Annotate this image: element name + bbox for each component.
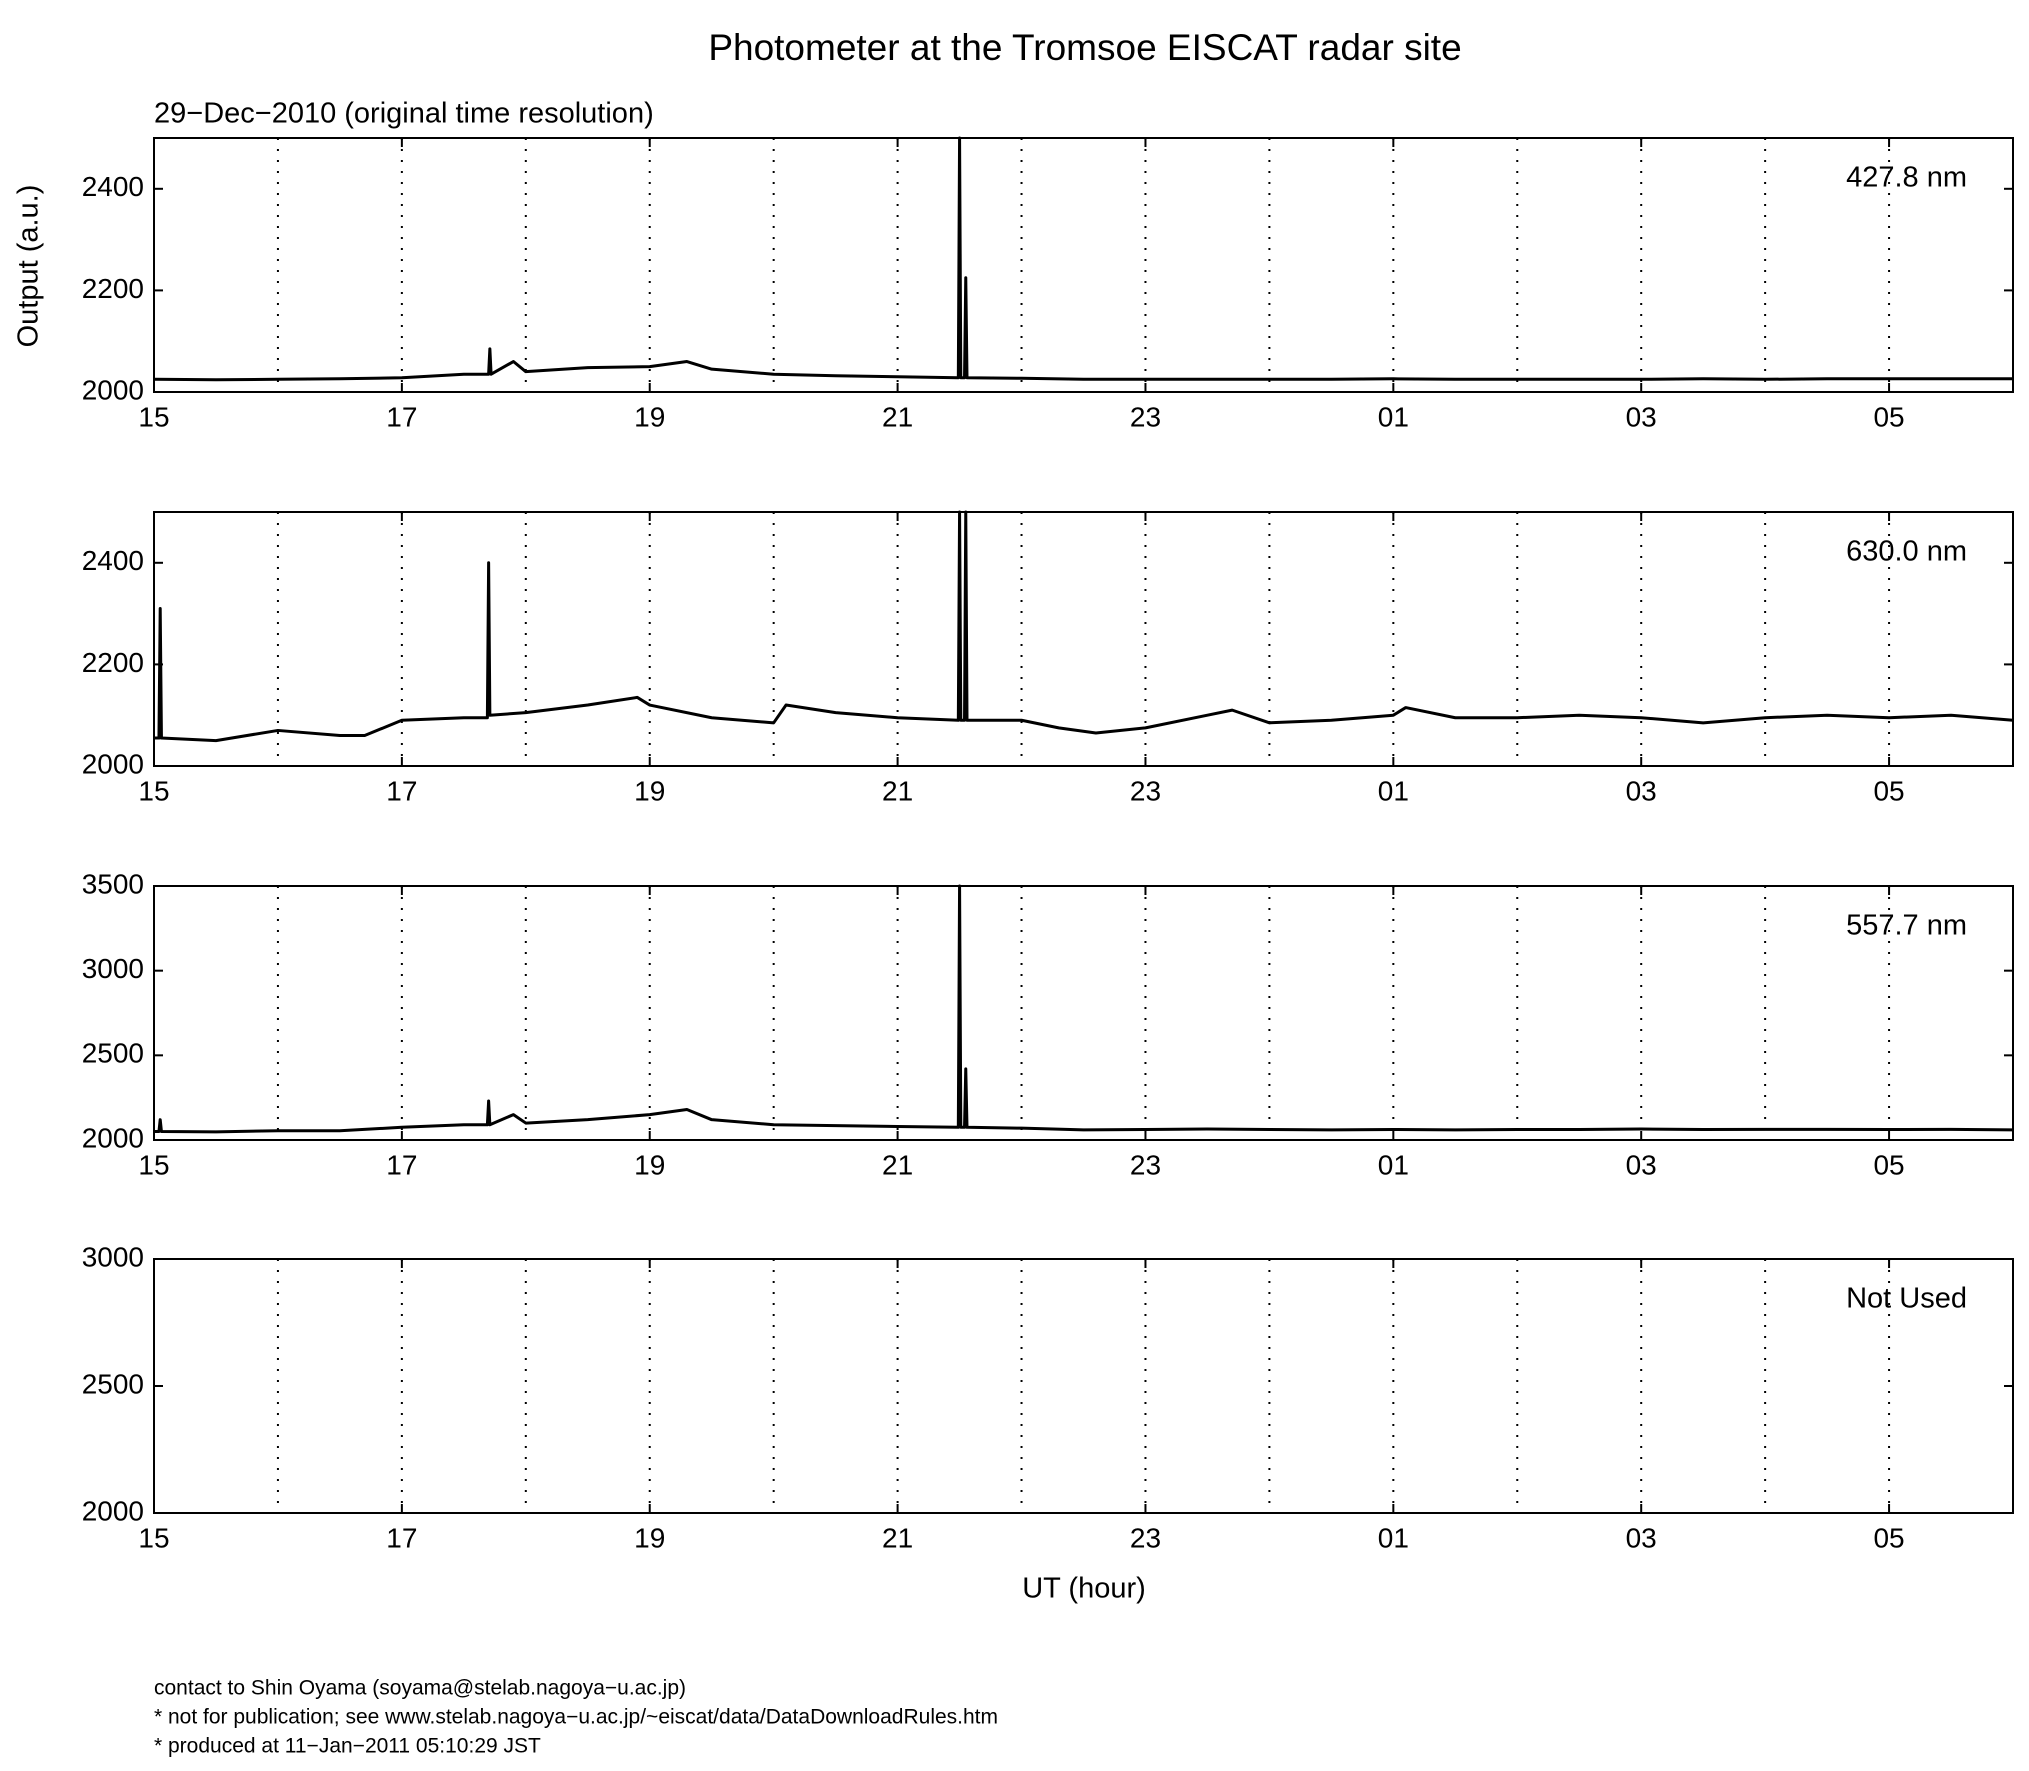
- x-tick-label: 05: [1873, 1149, 1904, 1180]
- x-tick-label: 03: [1626, 1522, 1657, 1553]
- y-tick-label: 3000: [82, 1241, 144, 1272]
- panel-label: 427.8 nm: [1846, 162, 1967, 194]
- x-tick-label: 15: [138, 401, 169, 432]
- x-tick-label: 01: [1378, 401, 1409, 432]
- x-tick-label: 01: [1378, 1149, 1409, 1180]
- panel-label: 630.0 nm: [1846, 536, 1967, 568]
- x-tick-label: 23: [1130, 775, 1161, 806]
- x-tick-label: 03: [1626, 401, 1657, 432]
- x-tick-label: 15: [138, 1522, 169, 1553]
- plot-frame: [153, 885, 2014, 1141]
- x-tick-label: 15: [138, 775, 169, 806]
- x-tick-label: 05: [1873, 1522, 1904, 1553]
- x-tick-label: 17: [386, 401, 417, 432]
- data-line: [154, 510, 2014, 743]
- x-tick-label: 21: [882, 775, 913, 806]
- panel-label: Not Used: [1846, 1283, 1967, 1315]
- footer-line: contact to Shin Oyama (soyama@stelab.nag…: [154, 1677, 686, 1700]
- plot-frame: [153, 1258, 2014, 1514]
- plot-frame: [153, 511, 2014, 767]
- x-tick-label: 21: [882, 1149, 913, 1180]
- x-tick-label: 01: [1378, 1522, 1409, 1553]
- x-tick-label: 17: [386, 775, 417, 806]
- x-tick-label: 21: [882, 1522, 913, 1553]
- footer-line: * produced at 11−Jan−2011 05:10:29 JST: [154, 1735, 541, 1758]
- y-tick-label: 2000: [82, 1495, 144, 1526]
- x-tick-label: 17: [386, 1149, 417, 1180]
- chart-title: Photometer at the Tromsoe EISCAT radar s…: [708, 27, 1461, 68]
- x-tick-label: 03: [1626, 775, 1657, 806]
- data-line: [153, 136, 2013, 382]
- x-axis-label: UT (hour): [1022, 1573, 1146, 1605]
- y-tick-label: 2000: [82, 374, 144, 405]
- panel-label: 557.7 nm: [1846, 910, 1967, 942]
- x-tick-label: 05: [1873, 401, 1904, 432]
- subtitle: 29−Dec−2010 (original time resolution): [154, 98, 654, 130]
- footer-line: * not for publication; see www.stelab.na…: [154, 1706, 998, 1729]
- x-tick-label: 05: [1873, 775, 1904, 806]
- plot-frame: [153, 137, 2014, 393]
- y-tick-label: 2400: [82, 171, 144, 202]
- y-tick-label: 3000: [82, 953, 144, 984]
- x-tick-label: 19: [634, 775, 665, 806]
- x-tick-label: 03: [1626, 1149, 1657, 1180]
- y-tick-label: 2500: [82, 1038, 144, 1069]
- y-axis-label: Output (a.u.): [13, 185, 45, 348]
- x-tick-label: 21: [882, 401, 913, 432]
- x-tick-label: 17: [386, 1522, 417, 1553]
- x-tick-label: 19: [634, 401, 665, 432]
- x-tick-label: 19: [634, 1149, 665, 1180]
- x-tick-label: 23: [1130, 1149, 1161, 1180]
- y-tick-label: 3500: [82, 868, 144, 899]
- y-tick-label: 2400: [82, 545, 144, 576]
- y-tick-label: 2200: [82, 273, 144, 304]
- x-tick-label: 23: [1130, 1522, 1161, 1553]
- x-tick-label: 01: [1378, 775, 1409, 806]
- x-tick-label: 19: [634, 1522, 665, 1553]
- data-line: [154, 884, 2014, 1134]
- x-tick-label: 15: [138, 1149, 169, 1180]
- y-tick-label: 2500: [82, 1368, 144, 1399]
- y-tick-label: 2200: [82, 647, 144, 678]
- y-tick-label: 2000: [82, 1122, 144, 1153]
- x-tick-label: 23: [1130, 401, 1161, 432]
- y-tick-label: 2000: [82, 748, 144, 779]
